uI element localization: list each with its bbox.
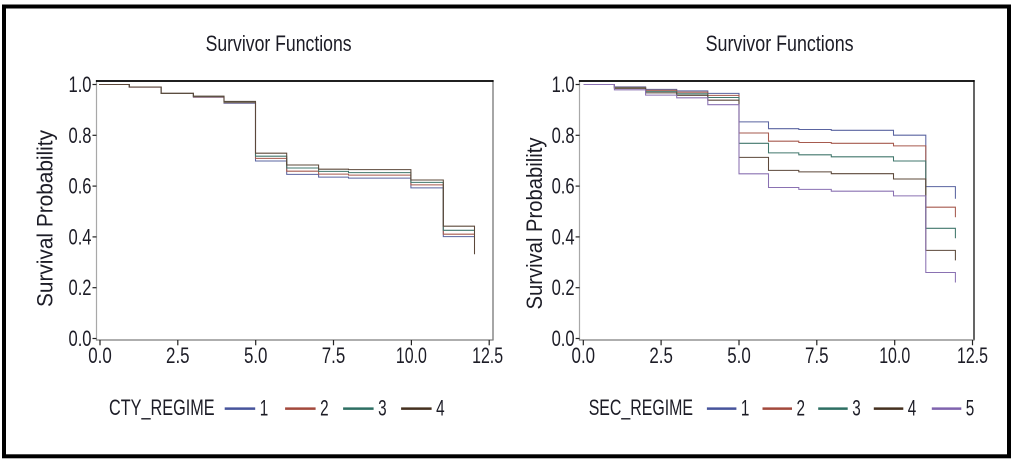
svg-text:10.0: 10.0 <box>879 343 910 368</box>
svg-text:10.0: 10.0 <box>396 343 427 368</box>
svg-text:12.5: 12.5 <box>472 343 503 368</box>
svg-text:Survival Probability: Survival Probability <box>522 138 547 310</box>
svg-text:0.0: 0.0 <box>69 326 92 351</box>
svg-text:CTY_REGIME: CTY_REGIME <box>109 395 215 420</box>
svg-text:Survivor Functions: Survivor Functions <box>206 31 352 56</box>
svg-text:2.5: 2.5 <box>166 343 190 368</box>
svg-text:7.5: 7.5 <box>805 343 829 368</box>
svg-text:2: 2 <box>320 396 329 421</box>
svg-text:1.0: 1.0 <box>69 72 92 97</box>
svg-text:2.5: 2.5 <box>649 343 673 368</box>
svg-text:0.6: 0.6 <box>69 174 92 199</box>
svg-text:0.4: 0.4 <box>69 224 92 249</box>
svg-text:0.6: 0.6 <box>552 174 575 199</box>
svg-text:2: 2 <box>797 396 806 421</box>
svg-text:5.0: 5.0 <box>727 343 751 368</box>
svg-text:0.8: 0.8 <box>552 123 575 148</box>
svg-text:0.4: 0.4 <box>552 224 575 249</box>
svg-text:0.8: 0.8 <box>69 123 92 148</box>
svg-text:1.0: 1.0 <box>552 72 575 97</box>
svg-text:12.5: 12.5 <box>957 343 988 368</box>
svg-text:0.2: 0.2 <box>552 275 575 300</box>
svg-text:0.0: 0.0 <box>552 326 575 351</box>
svg-text:3: 3 <box>852 396 861 421</box>
svg-text:SEC_REGIME: SEC_REGIME <box>589 395 693 420</box>
svg-text:Survival Probability: Survival Probability <box>33 130 58 307</box>
svg-text:0.0: 0.0 <box>572 343 596 368</box>
svg-text:1: 1 <box>260 396 269 421</box>
svg-text:7.5: 7.5 <box>322 343 346 368</box>
svg-text:0.0: 0.0 <box>88 343 112 368</box>
svg-text:4: 4 <box>908 396 917 421</box>
svg-text:5: 5 <box>966 396 975 421</box>
svg-text:1: 1 <box>741 396 750 421</box>
svg-text:0.2: 0.2 <box>69 275 92 300</box>
svg-text:5.0: 5.0 <box>244 343 268 368</box>
svg-text:3: 3 <box>378 396 387 421</box>
svg-text:4: 4 <box>436 396 445 421</box>
svg-text:Survivor Functions: Survivor Functions <box>706 31 854 56</box>
